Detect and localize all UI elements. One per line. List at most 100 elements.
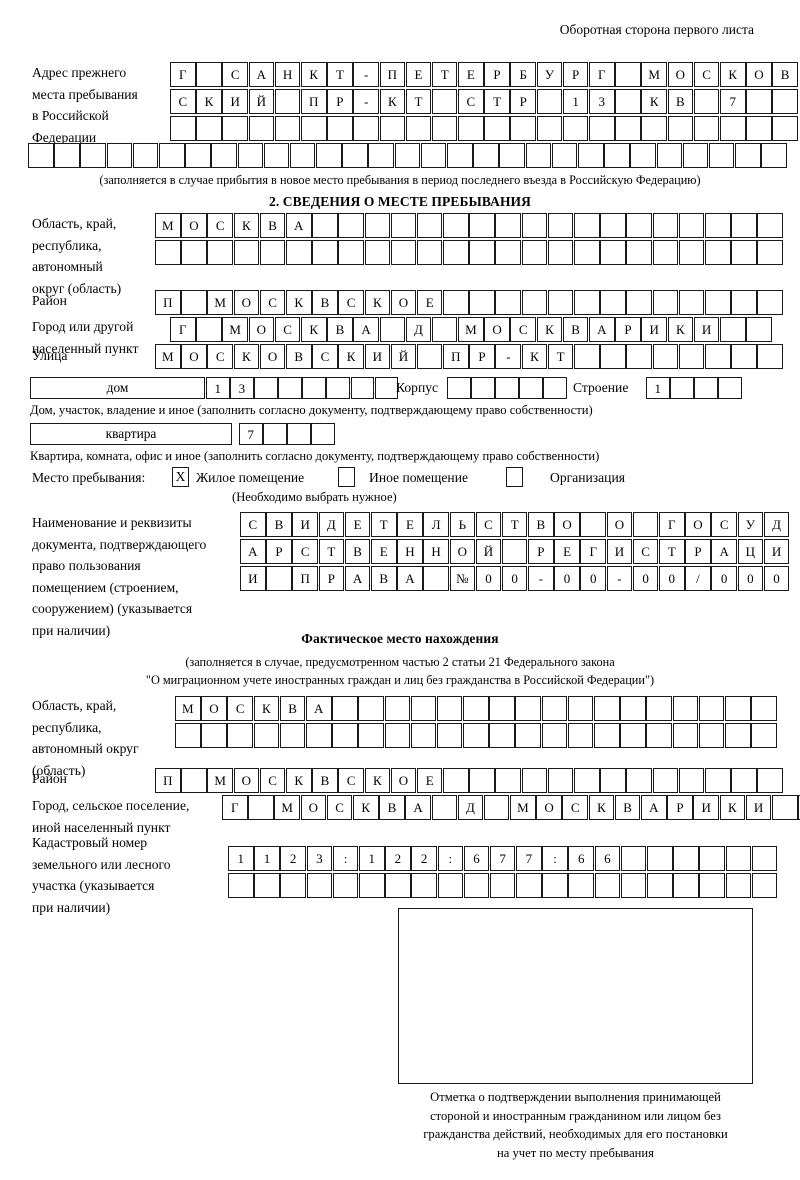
char-cell[interactable]: О	[181, 213, 207, 238]
char-cell[interactable]	[327, 116, 353, 141]
char-cell[interactable]	[410, 723, 437, 748]
char-cell[interactable]	[80, 143, 106, 168]
char-cell[interactable]: 2	[280, 846, 306, 871]
char-cell[interactable]: С	[338, 768, 364, 793]
char-cell[interactable]: С	[240, 512, 266, 537]
char-cell[interactable]: С	[207, 213, 233, 238]
char-cell[interactable]	[305, 723, 332, 748]
confirmation-stamp-box[interactable]	[398, 908, 753, 1084]
char-cell[interactable]	[731, 240, 757, 265]
char-cell[interactable]: К	[233, 344, 260, 369]
char-cell[interactable]	[278, 377, 302, 399]
char-cell[interactable]: А	[240, 539, 266, 564]
char-cell[interactable]: 1	[562, 89, 589, 114]
char-cell[interactable]	[772, 116, 798, 141]
char-cell[interactable]: 2	[411, 846, 437, 871]
char-cell[interactable]	[656, 143, 683, 168]
char-cell[interactable]	[515, 723, 542, 748]
char-cell[interactable]	[620, 873, 647, 898]
char-cell[interactable]: Р	[484, 62, 510, 87]
char-cell[interactable]	[521, 290, 548, 315]
char-cell[interactable]	[600, 344, 626, 369]
char-cell[interactable]	[155, 240, 181, 265]
char-cell[interactable]	[469, 290, 495, 315]
char-cell[interactable]: Е	[344, 512, 371, 537]
char-cell[interactable]	[615, 62, 641, 87]
char-cell[interactable]	[495, 240, 522, 265]
flat-box-label[interactable]: квартира	[30, 423, 232, 445]
char-cell[interactable]	[746, 317, 772, 342]
char-cell[interactable]: У	[737, 512, 764, 537]
char-cell[interactable]: О	[201, 696, 227, 721]
char-cell[interactable]: В	[772, 62, 798, 87]
char-cell[interactable]: В	[379, 795, 405, 820]
char-cell[interactable]	[463, 873, 490, 898]
char-cell[interactable]	[725, 846, 752, 871]
char-cell[interactable]	[574, 768, 600, 793]
char-cell[interactable]	[510, 116, 537, 141]
char-cell[interactable]: 0	[659, 566, 685, 591]
char-cell[interactable]	[757, 768, 783, 793]
char-cell[interactable]	[342, 143, 368, 168]
char-cell[interactable]	[259, 240, 286, 265]
char-cell[interactable]	[652, 213, 679, 238]
char-cell[interactable]: 0	[763, 566, 790, 591]
char-cell[interactable]	[385, 873, 411, 898]
char-cell[interactable]: К	[521, 344, 548, 369]
char-cell[interactable]	[175, 723, 201, 748]
char-cell[interactable]	[306, 873, 333, 898]
char-cell[interactable]	[698, 723, 725, 748]
char-cell[interactable]: 0	[737, 566, 764, 591]
char-cell[interactable]: Ц	[737, 539, 764, 564]
korpus-cells[interactable]	[447, 377, 567, 399]
char-cell[interactable]	[338, 213, 364, 238]
char-cell[interactable]	[489, 723, 515, 748]
char-cell[interactable]	[678, 768, 705, 793]
char-cell[interactable]	[594, 723, 620, 748]
char-cell[interactable]	[431, 317, 458, 342]
char-cell[interactable]: С	[562, 795, 589, 820]
char-cell[interactable]: Т	[370, 512, 397, 537]
char-cell[interactable]: Р	[685, 539, 711, 564]
char-cell[interactable]: С	[693, 62, 720, 87]
char-cell[interactable]	[731, 344, 757, 369]
char-cell[interactable]: 1	[358, 846, 385, 871]
char-cell[interactable]: О	[233, 290, 260, 315]
char-cell[interactable]	[551, 143, 578, 168]
char-cell[interactable]: А	[344, 566, 371, 591]
char-cell[interactable]	[364, 240, 391, 265]
char-cell[interactable]	[227, 723, 253, 748]
char-cell[interactable]: Т	[659, 539, 685, 564]
char-cell[interactable]	[547, 768, 574, 793]
char-cell[interactable]: Е	[554, 539, 580, 564]
char-cell[interactable]: Е	[370, 539, 397, 564]
char-cell[interactable]	[626, 290, 652, 315]
char-cell[interactable]	[547, 290, 574, 315]
char-cell[interactable]	[562, 116, 589, 141]
char-cell[interactable]	[577, 143, 604, 168]
char-cell[interactable]: :	[332, 846, 359, 871]
char-cell[interactable]: 1	[206, 377, 230, 399]
char-cell[interactable]	[667, 116, 694, 141]
char-cell[interactable]: :	[542, 846, 568, 871]
char-cell[interactable]: С	[711, 512, 737, 537]
char-cell[interactable]	[358, 696, 384, 721]
char-cell[interactable]: П	[443, 344, 469, 369]
char-cell[interactable]	[693, 116, 720, 141]
char-cell[interactable]	[724, 723, 751, 748]
char-cell[interactable]	[600, 768, 626, 793]
char-cell[interactable]: О	[536, 795, 562, 820]
char-cell[interactable]: М	[207, 290, 233, 315]
char-cell[interactable]: Н	[423, 539, 449, 564]
char-cell[interactable]: М	[274, 795, 300, 820]
char-cell[interactable]: О	[606, 512, 633, 537]
char-cell[interactable]	[207, 240, 233, 265]
char-cell[interactable]: М	[641, 62, 667, 87]
char-cell[interactable]	[431, 89, 458, 114]
char-cell[interactable]	[279, 723, 306, 748]
char-cell[interactable]	[626, 213, 652, 238]
